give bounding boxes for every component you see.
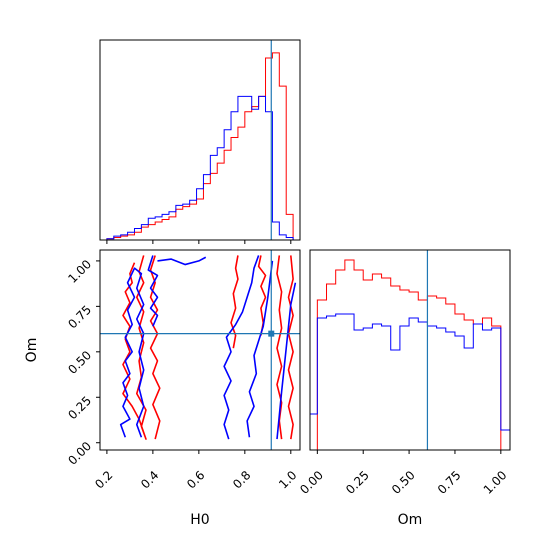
h0-hist-red-series bbox=[100, 52, 300, 240]
h0-hist-blue-series bbox=[100, 95, 300, 240]
contour-red-line bbox=[287, 255, 294, 440]
truth-marker bbox=[268, 330, 275, 337]
y-axis-label-om: Om bbox=[24, 338, 40, 363]
om-hist-blue-series bbox=[310, 313, 510, 450]
h0-om-contour-panel: 0.2 0.4 0.6 0.8 1.0 0.000.250.500.751.00 H0 … bbox=[24, 249, 301, 528]
x-axis-label-h0: H0 bbox=[190, 512, 209, 528]
h0-x-tick-label: 0.4 bbox=[138, 468, 161, 491]
contour-red-line bbox=[257, 255, 267, 336]
h0-x-tick-label: 0.8 bbox=[230, 468, 253, 491]
om-x-tick-label: 0.25 bbox=[343, 468, 372, 497]
contour-blue-line bbox=[157, 256, 207, 266]
om-x-tick-label: 0.00 bbox=[297, 468, 326, 497]
contour-blue-line bbox=[223, 255, 260, 440]
contour-blue-line bbox=[119, 267, 145, 438]
om-x-tick-label: 0.75 bbox=[435, 468, 464, 497]
contour-red-line bbox=[276, 255, 283, 440]
om-y-tick-label: 0.75 bbox=[65, 303, 94, 332]
om-y-tick-label: 0.25 bbox=[65, 393, 94, 422]
om-y-tick-label: 0.50 bbox=[65, 348, 94, 377]
contour-blue-line bbox=[276, 282, 297, 440]
h0-x-tick-label: 0.2 bbox=[92, 468, 115, 491]
h0-histogram-panel bbox=[99, 39, 301, 244]
x-axis-label-om: Om bbox=[398, 512, 423, 528]
contour-red-line bbox=[230, 255, 239, 349]
om-x-tick-label: 1.00 bbox=[481, 468, 510, 497]
h0-x-tick-label: 0.6 bbox=[184, 468, 207, 491]
contour-frame bbox=[99, 249, 301, 451]
contour-blue-line bbox=[147, 255, 159, 327]
om-histogram-frame bbox=[309, 249, 511, 451]
contour-red-line bbox=[149, 255, 161, 440]
h0-histogram-frame bbox=[99, 39, 301, 241]
om-y-tick-label: 1.00 bbox=[65, 257, 94, 286]
om-histogram-panel: 0.00 0.25 0.50 0.75 1.00 Om bbox=[297, 249, 511, 528]
contour-blue-line bbox=[246, 260, 274, 438]
om-x-tick-label: 0.50 bbox=[389, 468, 418, 497]
om-hist-red-series bbox=[310, 259, 510, 450]
h0-x-tick-label: 1.0 bbox=[276, 468, 299, 491]
om-y-tick-label: 0.00 bbox=[65, 439, 94, 468]
